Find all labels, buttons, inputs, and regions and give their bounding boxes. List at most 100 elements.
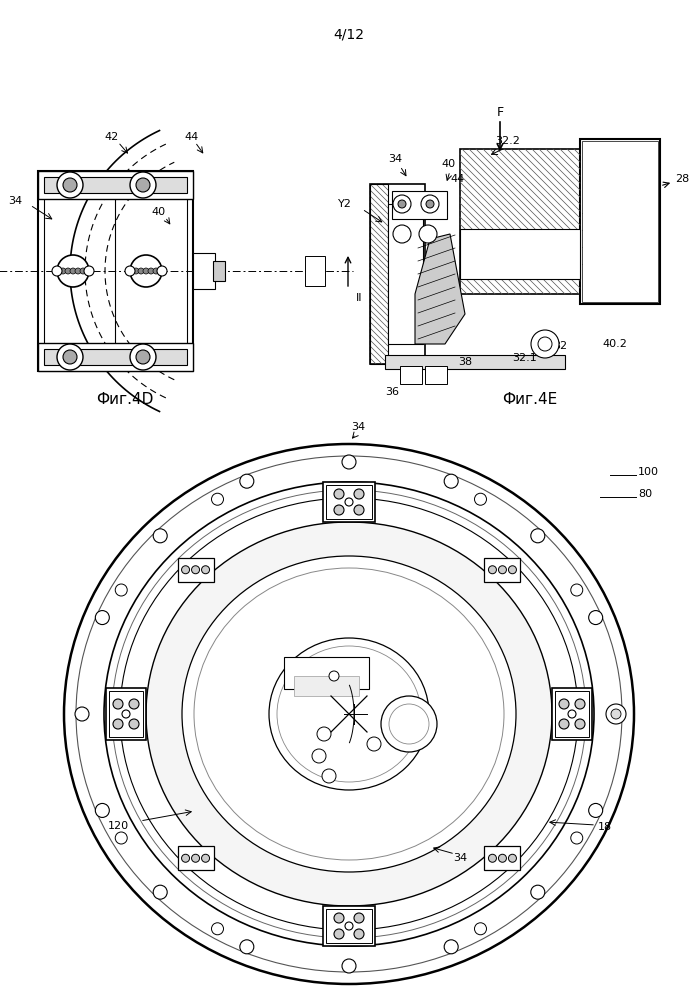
Circle shape: [240, 475, 254, 489]
Bar: [284, 657, 369, 689]
Text: 40.2: 40.2: [602, 339, 628, 349]
Circle shape: [531, 330, 559, 358]
Circle shape: [181, 565, 190, 573]
Ellipse shape: [64, 444, 634, 984]
Circle shape: [393, 195, 411, 213]
Circle shape: [421, 195, 439, 213]
Circle shape: [588, 803, 602, 817]
Circle shape: [113, 699, 123, 709]
Text: II: II: [356, 293, 362, 303]
Circle shape: [419, 225, 437, 243]
Circle shape: [354, 489, 364, 499]
Bar: [460, 229, 580, 279]
Circle shape: [191, 565, 200, 573]
Bar: [44, 177, 187, 193]
Circle shape: [475, 494, 487, 505]
Circle shape: [143, 268, 149, 274]
Circle shape: [575, 719, 585, 729]
Ellipse shape: [182, 556, 516, 872]
Bar: [323, 906, 375, 946]
Circle shape: [568, 710, 576, 718]
Polygon shape: [415, 234, 465, 344]
Circle shape: [125, 266, 135, 276]
Circle shape: [508, 854, 517, 862]
Text: Y2: Y2: [338, 199, 352, 209]
Circle shape: [498, 854, 507, 862]
Circle shape: [329, 671, 339, 681]
Bar: [400, 366, 422, 384]
Circle shape: [130, 255, 162, 287]
Ellipse shape: [146, 522, 552, 906]
Bar: [370, 184, 388, 364]
Text: 28: 28: [675, 174, 689, 184]
Bar: [582, 141, 658, 302]
Circle shape: [606, 704, 626, 724]
Bar: [484, 846, 521, 870]
Circle shape: [157, 266, 167, 276]
Circle shape: [588, 610, 602, 624]
Circle shape: [52, 266, 62, 276]
Bar: [580, 139, 660, 304]
Text: 40: 40: [441, 159, 455, 169]
Text: Фиг.5: Фиг.5: [326, 933, 372, 948]
Bar: [555, 691, 589, 737]
Text: 44: 44: [451, 174, 465, 184]
Circle shape: [393, 225, 411, 243]
Circle shape: [148, 268, 154, 274]
Circle shape: [70, 268, 76, 274]
Circle shape: [153, 885, 168, 899]
Circle shape: [129, 719, 139, 729]
Circle shape: [334, 929, 344, 939]
Circle shape: [202, 854, 209, 862]
Bar: [460, 149, 580, 294]
Circle shape: [75, 707, 89, 721]
Text: 38: 38: [458, 357, 472, 367]
Circle shape: [130, 172, 156, 198]
Circle shape: [60, 268, 66, 274]
Text: 34: 34: [453, 853, 467, 863]
Circle shape: [84, 266, 94, 276]
Circle shape: [191, 854, 200, 862]
Circle shape: [57, 255, 89, 287]
Circle shape: [202, 565, 209, 573]
Bar: [44, 349, 187, 365]
Circle shape: [96, 610, 110, 624]
Bar: [484, 557, 521, 581]
Circle shape: [559, 719, 569, 729]
Circle shape: [342, 959, 356, 973]
Circle shape: [80, 268, 86, 274]
Bar: [38, 171, 193, 371]
Circle shape: [153, 528, 168, 542]
Bar: [106, 688, 146, 740]
Circle shape: [611, 709, 621, 719]
Circle shape: [211, 923, 223, 935]
Circle shape: [354, 929, 364, 939]
Circle shape: [57, 172, 83, 198]
Circle shape: [312, 749, 326, 763]
Bar: [388, 204, 423, 344]
Circle shape: [115, 584, 127, 596]
Circle shape: [334, 489, 344, 499]
Circle shape: [345, 922, 353, 930]
Bar: [177, 846, 214, 870]
Circle shape: [96, 803, 110, 817]
Circle shape: [609, 707, 623, 721]
Ellipse shape: [269, 638, 429, 790]
Bar: [38, 171, 193, 199]
Circle shape: [571, 832, 583, 844]
Circle shape: [334, 505, 344, 515]
Circle shape: [530, 528, 545, 542]
Circle shape: [65, 268, 71, 274]
Circle shape: [475, 923, 487, 935]
Bar: [305, 256, 325, 286]
Circle shape: [571, 584, 583, 596]
Circle shape: [345, 498, 353, 506]
Circle shape: [381, 696, 437, 752]
Ellipse shape: [104, 482, 594, 946]
Bar: [323, 482, 375, 522]
Text: Фиг.4D: Фиг.4D: [96, 392, 154, 407]
Circle shape: [75, 268, 81, 274]
Circle shape: [136, 178, 150, 192]
Circle shape: [322, 769, 336, 783]
Circle shape: [130, 344, 156, 370]
